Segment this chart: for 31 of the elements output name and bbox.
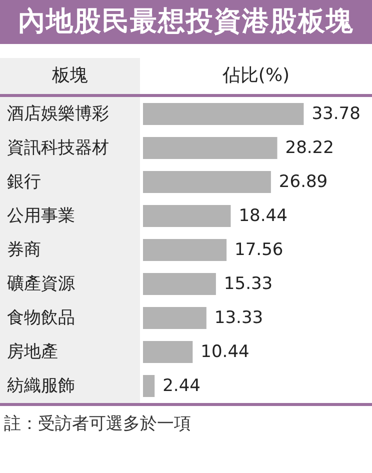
y-tick-label: 紡織服飾 — [7, 376, 75, 396]
bar — [143, 137, 278, 159]
y-axis-title: 板塊 — [0, 58, 140, 94]
data-label: 10.44 — [200, 342, 250, 362]
data-label: 17.56 — [234, 240, 284, 260]
y-tick-label: 銀行 — [7, 172, 41, 192]
bar — [143, 171, 271, 193]
bar — [143, 273, 216, 295]
y-tick-label: 公用事業 — [7, 206, 75, 226]
data-label: 15.33 — [224, 274, 273, 294]
data-label: 33.78 — [312, 104, 360, 124]
data-label: 18.44 — [238, 206, 288, 226]
bar — [143, 103, 304, 125]
bar — [143, 205, 231, 227]
x-axis-title: 佔比(%) — [221, 64, 291, 88]
data-label: 13.33 — [214, 308, 264, 328]
bar — [143, 375, 155, 397]
y-tick-label: 食物飲品 — [7, 308, 75, 328]
y-tick-label: 券商 — [7, 240, 41, 260]
bar — [143, 239, 227, 261]
bar — [143, 341, 193, 363]
y-tick-label: 資訊科技器材 — [7, 138, 109, 158]
y-tick-label: 礦產資源 — [7, 274, 75, 294]
data-label: 26.89 — [278, 172, 328, 192]
y-tick-label: 酒店娛樂博彩 — [7, 104, 109, 124]
data-label: 28.22 — [285, 138, 334, 158]
text: 註：受訪者可選多於一項 — [4, 413, 191, 435]
data-label: 2.44 — [162, 376, 200, 396]
chart-title: 內地股民最想投資港股板塊 — [0, 0, 372, 44]
y-tick-label: 房地產 — [7, 342, 58, 362]
bar — [143, 307, 206, 329]
